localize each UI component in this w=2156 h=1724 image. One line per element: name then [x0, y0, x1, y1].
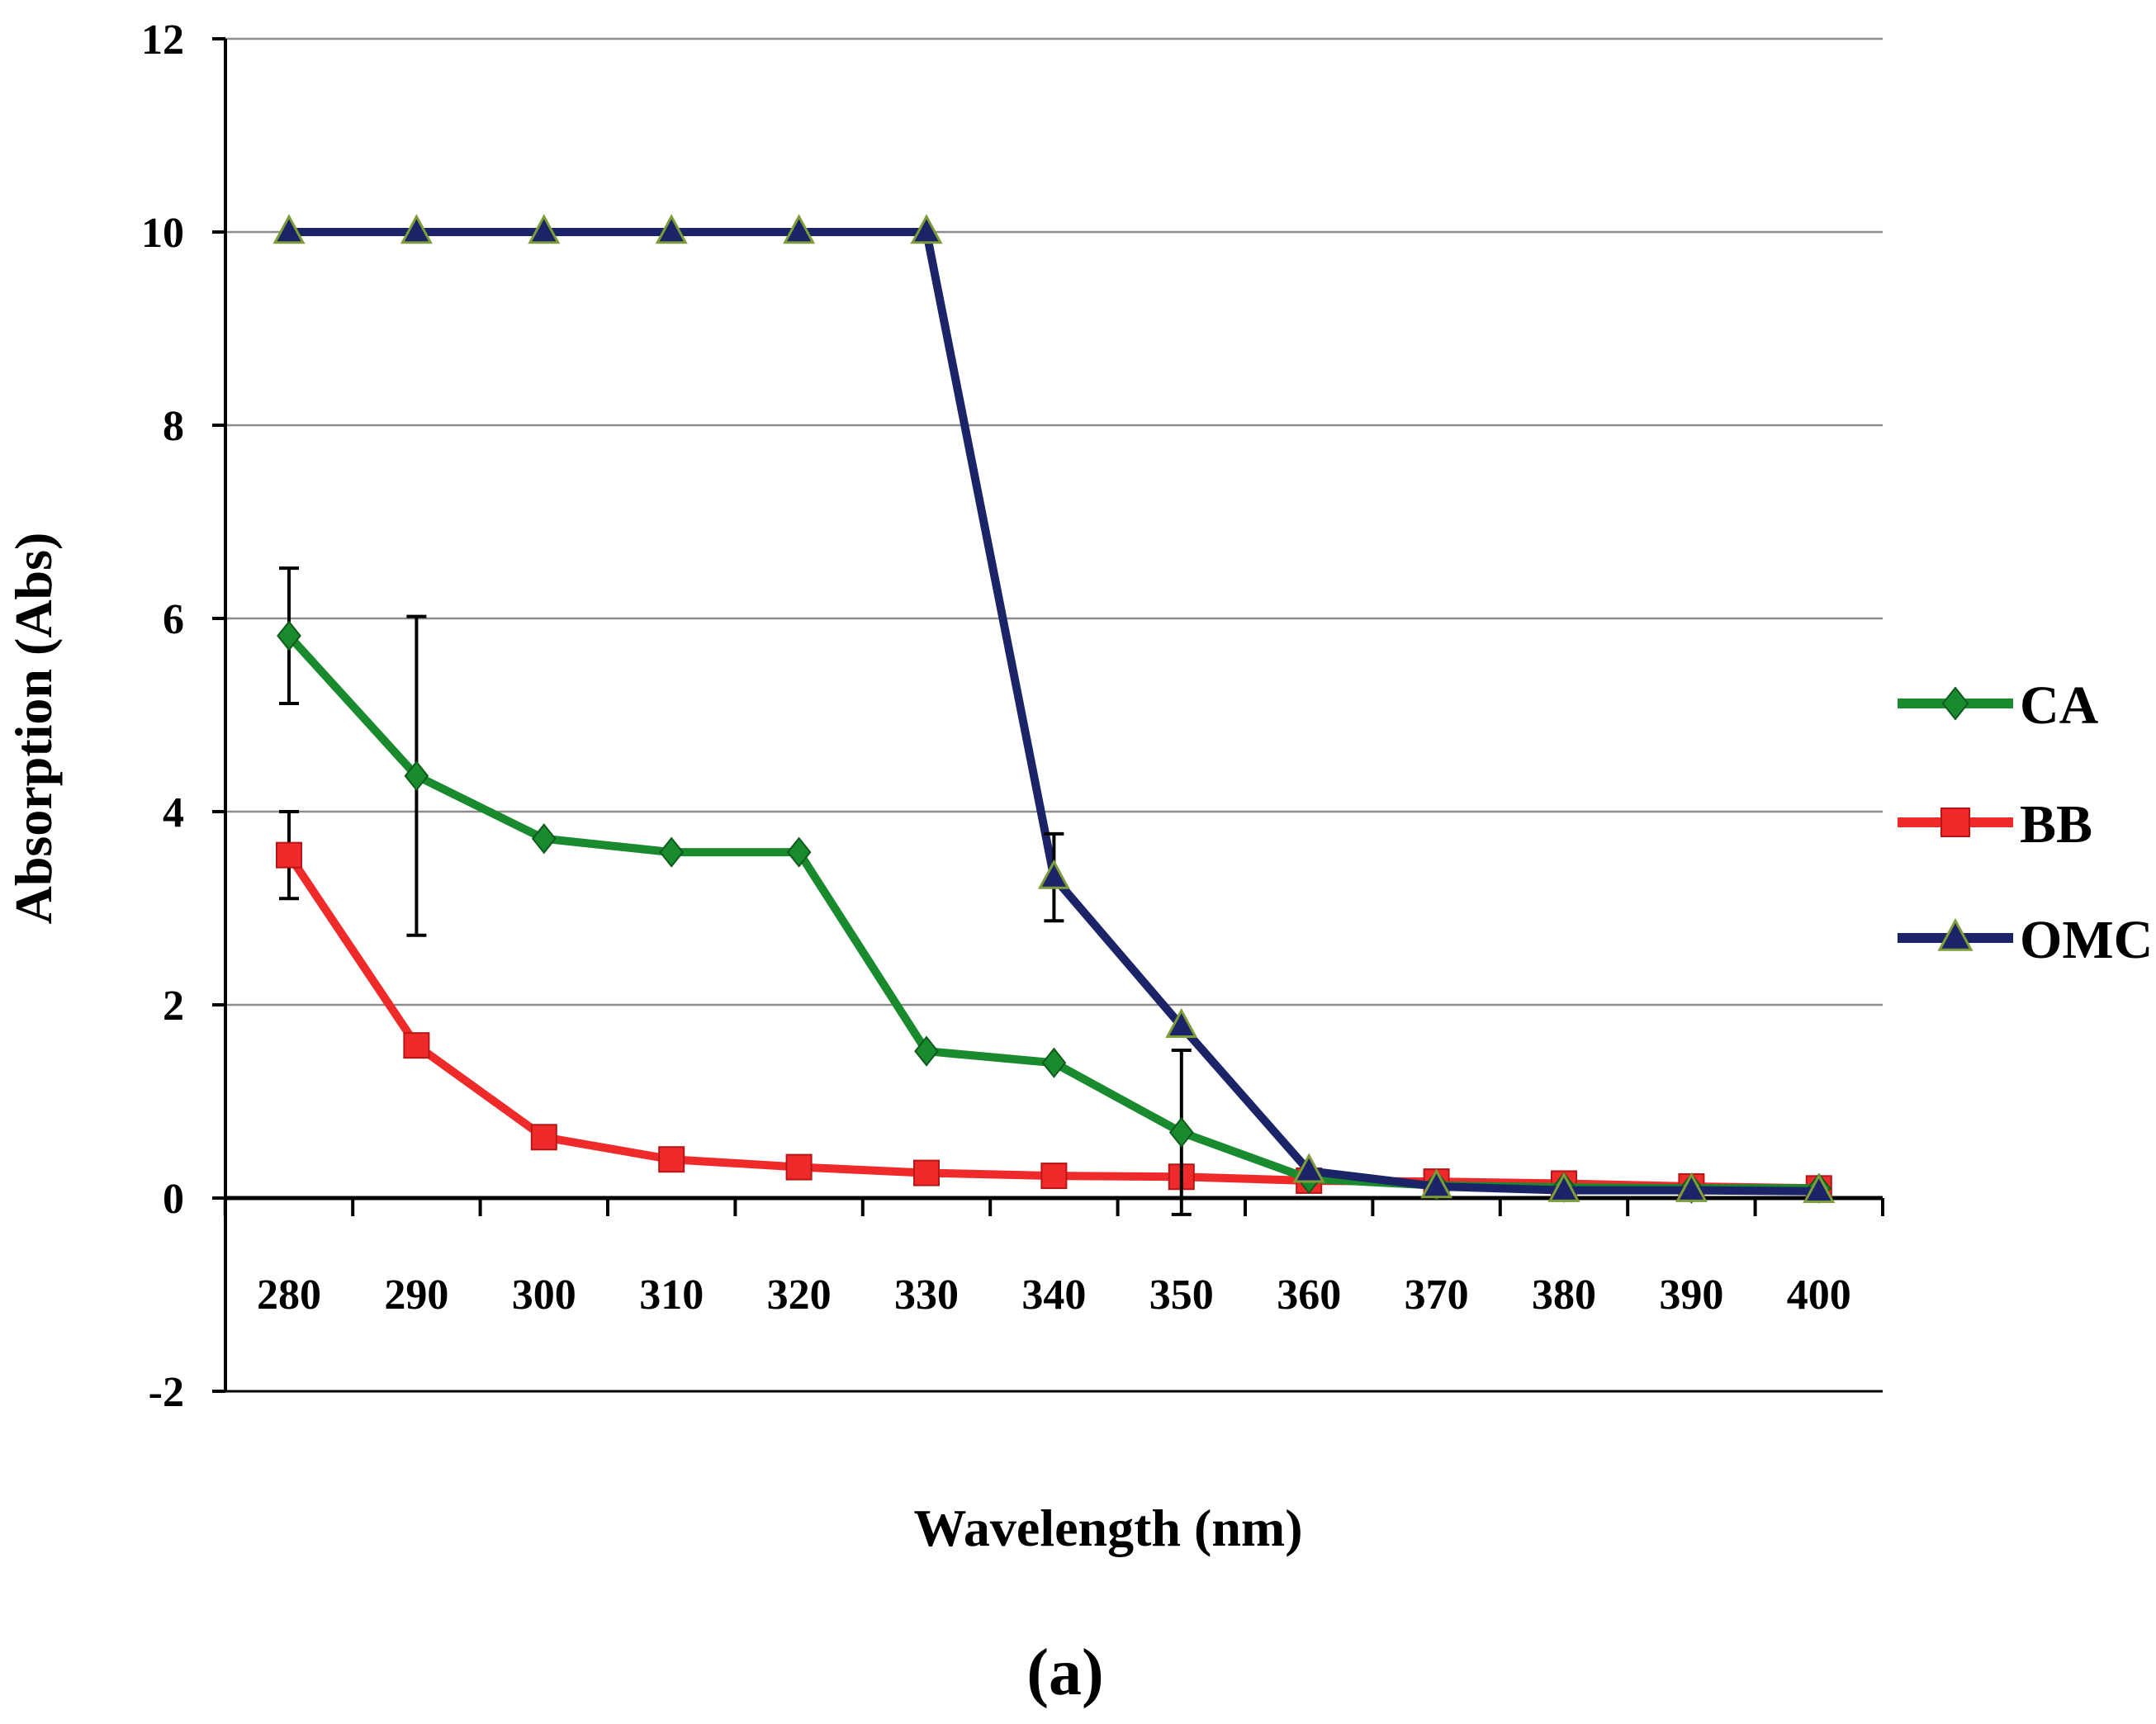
data-point-omc: [1292, 1153, 1325, 1183]
data-point-bb: [785, 1153, 813, 1181]
data-point-ca: [531, 823, 557, 855]
series-line-omc: [285, 228, 1823, 1196]
series: [272, 214, 1836, 1216]
x-tick-label: 380: [1532, 1272, 1596, 1319]
x-tick-label: 320: [767, 1272, 832, 1319]
legend-marker-ca: [1941, 686, 1969, 721]
x-tick-label: 310: [639, 1272, 704, 1319]
x-tick-label: 390: [1659, 1272, 1723, 1319]
data-point-omc: [272, 214, 306, 244]
axes: [212, 37, 1884, 1393]
data-point-ca: [659, 836, 685, 868]
data-point-omc: [400, 214, 433, 244]
data-point-bb: [403, 1032, 430, 1059]
data-point-ca: [277, 620, 301, 651]
legend-label-omc: OMC: [2020, 910, 2153, 970]
x-tick-label: 280: [257, 1272, 321, 1319]
legend-label-ca: CA: [2020, 675, 2099, 736]
data-point-omc: [528, 214, 561, 244]
data-point-omc: [783, 214, 816, 244]
legend-marker-bb: [1940, 808, 1970, 837]
y-tick-label: 10: [141, 210, 184, 257]
data-point-omc: [1547, 1172, 1580, 1202]
legend-item-bb: BB: [1898, 794, 2092, 855]
y-axis-title: Absorption (Abs): [4, 533, 63, 925]
y-tick-label: 6: [163, 596, 184, 643]
data-point-ca: [914, 1035, 939, 1067]
y-tick-label: 2: [163, 983, 184, 1030]
data-point-ca: [786, 836, 812, 868]
y-tick-label: 8: [163, 403, 184, 450]
legend-label-bb: BB: [2020, 794, 2092, 855]
y-tick-label: 0: [163, 1176, 184, 1223]
x-tick-label: 370: [1405, 1272, 1469, 1319]
data-point-omc: [1420, 1168, 1453, 1199]
y-tick-label: 4: [163, 789, 184, 836]
x-tick-label: 330: [894, 1272, 959, 1319]
data-point-omc: [1037, 859, 1070, 889]
data-point-bb: [1040, 1163, 1068, 1190]
x-tick-label: 400: [1787, 1272, 1851, 1319]
data-point-bb: [658, 1146, 685, 1173]
data-point-omc: [655, 214, 688, 244]
data-point-bb: [276, 841, 302, 869]
x-tick-labels: 280 290 300 310 320 330 340 350 360 370 380 390 400: [257, 1272, 1851, 1319]
series-omc: [272, 214, 1836, 1204]
legend-marker-omc: [1937, 917, 1974, 951]
data-point-ca: [404, 760, 429, 792]
legend-item-ca: CA: [1898, 675, 2099, 736]
y-tick-labels: -2 0 2 4 6 8 10 12: [141, 17, 184, 1416]
data-point-ca: [1041, 1047, 1067, 1078]
data-point-ca: [1168, 1116, 1194, 1149]
x-tick-label: 290: [384, 1272, 448, 1319]
x-tick-label: 360: [1277, 1272, 1341, 1319]
data-point-omc: [1803, 1172, 1836, 1204]
x-axis-title: Wavelength (nm): [913, 1499, 1302, 1557]
data-point-omc: [910, 214, 943, 244]
data-point-bb: [913, 1159, 940, 1186]
figure-caption: (a): [1026, 1636, 1103, 1709]
data-point-bb: [530, 1124, 557, 1151]
y-tick-label: -2: [149, 1369, 184, 1416]
legend: CA BB OMC: [1898, 675, 2153, 970]
y-tick-label: 12: [141, 17, 184, 64]
x-tick-label: 350: [1149, 1272, 1214, 1319]
x-tick-label: 340: [1021, 1272, 1086, 1319]
data-point-omc: [1165, 1007, 1198, 1038]
x-tick-label: 300: [512, 1272, 576, 1319]
data-point-omc: [1675, 1172, 1708, 1202]
legend-item-omc: OMC: [1898, 910, 2153, 970]
